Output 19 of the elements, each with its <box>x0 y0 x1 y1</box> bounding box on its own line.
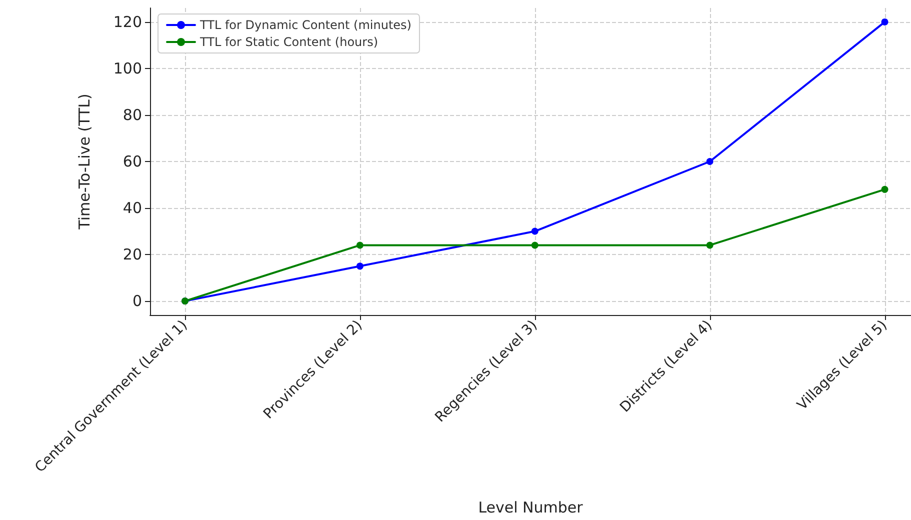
y-tick-label: 100 <box>113 59 142 78</box>
point <box>531 242 538 249</box>
legend-label: TTL for Static Content (hours) <box>199 35 378 49</box>
y-tick-label: 120 <box>113 12 142 31</box>
y-tick-label: 80 <box>122 106 142 124</box>
y-axis-title: Time-To-Live (TTL) <box>76 94 94 230</box>
legend-label: TTL for Dynamic Content (minutes) <box>199 18 412 32</box>
point <box>356 242 364 249</box>
y-tick-label: 20 <box>122 246 142 264</box>
point <box>356 262 364 270</box>
point <box>706 158 714 165</box>
point <box>706 242 714 249</box>
point <box>881 18 888 26</box>
point <box>881 186 888 193</box>
y-tick-label: 60 <box>122 152 142 170</box>
point <box>531 228 538 235</box>
x-axis-title: Level Number <box>478 498 584 516</box>
y-tick-label: 40 <box>122 199 142 218</box>
y-tick-label: 0 <box>132 292 142 310</box>
